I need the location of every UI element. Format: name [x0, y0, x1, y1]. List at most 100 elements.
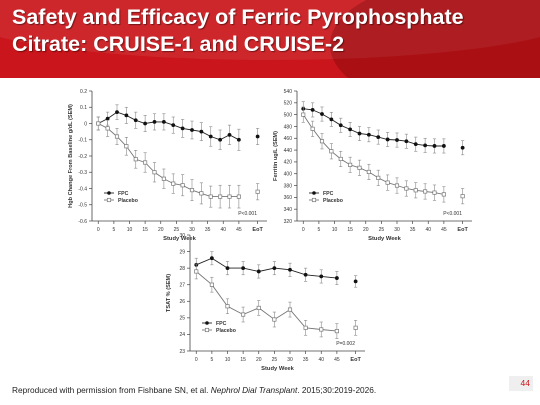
chart2-y-tick-label: 540 — [284, 89, 293, 95]
chart2-y-tick-label: 500 — [284, 112, 293, 118]
slide-title: Safety and Efficacy of Ferric Pyrophosph… — [12, 5, 464, 56]
chart3-y-axis-title: TSAT % (SEM) — [166, 274, 172, 312]
page-number: 44 — [509, 376, 533, 391]
chart3-placebo-point — [319, 327, 324, 332]
chart1-y-tick-label: 0.2 — [80, 89, 87, 95]
chart1-y-tick-label: 0 — [84, 121, 87, 127]
chart1-x-tick-label: 45 — [236, 227, 242, 233]
chart3-placebo-eot-point — [353, 325, 358, 330]
chart3-y-tick-label: 30 — [179, 233, 185, 239]
chart1-placebo-point — [152, 170, 157, 175]
chart1-y-tick-label: -0.5 — [78, 203, 87, 209]
chart1-x-tick-label: 5 — [112, 227, 115, 233]
chart3-x-tick-label: 15 — [240, 357, 246, 363]
chart2-y-tick-label: 440 — [284, 148, 293, 154]
chart2-placebo-point — [348, 162, 353, 167]
chart1-placebo-point — [161, 176, 166, 181]
chart3-fpc-point — [272, 266, 277, 271]
chart1-fpc-point — [171, 123, 176, 128]
chart3-placebo-point — [334, 329, 339, 334]
chart2-x-tick-label: 40 — [425, 227, 431, 233]
chart1-placebo-point — [171, 181, 176, 186]
chart1-x-tick-label: 0 — [97, 227, 100, 233]
chart1-placebo-point — [143, 160, 148, 165]
chart2-x-tick-label: 20 — [363, 227, 369, 233]
chart1-placebo-point — [105, 126, 110, 131]
chart3-placebo-point — [272, 317, 277, 322]
chart2-fpc-point — [338, 123, 343, 128]
chart1-x-axis-title: Study Week — [163, 236, 197, 242]
chart3-x-tick-label: 30 — [287, 357, 293, 363]
chart1-y-tick-label: -0.6 — [78, 219, 87, 225]
chart2-placebo-point — [432, 190, 437, 195]
chart1-x-tick-label: 35 — [205, 227, 211, 233]
chart1-fpc-point — [218, 137, 223, 142]
chart3-x-tick-label: 20 — [256, 357, 262, 363]
chart2-fpc-point — [413, 142, 418, 147]
chart3-y-tick-label: 29 — [179, 249, 185, 255]
chart2-legend-placebo-label: Placebo — [323, 198, 343, 204]
chart1-y-tick-label: -0.2 — [78, 154, 87, 160]
chart1-fpc-point — [105, 116, 110, 121]
chart2-placebo-point — [310, 126, 315, 131]
chart2-y-tick-label: 320 — [284, 219, 293, 225]
chart1-y-tick-label: 0.1 — [80, 105, 87, 111]
chart1-fpc-line — [98, 111, 240, 141]
chart1-x-tick-label: 15 — [142, 227, 148, 233]
chart2-x-tick-label: 5 — [317, 227, 320, 233]
chart2-x-tick-label: EoT — [457, 227, 468, 233]
chart1-x-tick-label: 25 — [174, 227, 180, 233]
chart2-placebo-line — [302, 114, 444, 195]
chart2-placebo-point — [366, 169, 371, 175]
chart2-x-tick-label: 25 — [379, 227, 385, 233]
chart1-placebo-point — [227, 194, 232, 199]
chart1-placebo-point — [236, 194, 241, 199]
chart3-x-tick-label: 0 — [195, 357, 198, 363]
chart2-x-tick-label: 15 — [347, 227, 353, 233]
chart2-placebo-point — [329, 149, 334, 154]
chart1-placebo-point — [133, 157, 138, 162]
chart2-y-tick-label: 480 — [284, 124, 293, 130]
chart1-fpc-point — [190, 128, 194, 132]
citation-prefix: Reproduced with permission from Fishbane… — [12, 385, 211, 395]
chart3-placebo-point — [256, 305, 261, 310]
chart3-y-tick-label: 27 — [179, 283, 185, 289]
chart3-fpc-point — [225, 266, 230, 271]
citation: Reproduced with permission from Fishbane… — [12, 385, 376, 395]
chart1-x-tick-label: 10 — [127, 227, 133, 233]
chart2-y-tick-label: 400 — [284, 172, 293, 178]
chart3-legend-fpc-swatch-marker — [205, 321, 209, 325]
chart1-placebo-eot-point — [255, 189, 260, 194]
chart2-placebo-point — [319, 139, 325, 144]
chart2-placebo-point — [376, 175, 381, 180]
chart3-fpc-point — [303, 272, 308, 277]
chart2-fpc-point — [348, 127, 353, 132]
chart3-p-value: P=0.002 — [336, 341, 355, 347]
chart2-legend-fpc-swatch-marker — [312, 191, 316, 195]
chart3-fpc-point — [319, 274, 324, 279]
chart2-placebo-point — [404, 186, 409, 191]
chart3-y-tick-label: 28 — [179, 266, 185, 272]
chart2-y-tick-label: 460 — [284, 136, 293, 142]
chart3-x-tick-label: 35 — [303, 357, 309, 363]
chart3-y-tick-label: 25 — [179, 316, 185, 322]
chart1-x-tick-label: 40 — [220, 227, 226, 233]
chart2-fpc-point — [441, 144, 446, 148]
chart3-fpc-point — [241, 266, 246, 271]
chart1-fpc-point — [236, 137, 241, 142]
chart2-y-axis-title: Ferritin ug/L (SEM) — [273, 131, 279, 181]
chart3-placebo-point — [209, 282, 214, 287]
chart1-placebo-point — [114, 134, 120, 139]
chart1-legend-placebo-label: Placebo — [118, 198, 138, 204]
citation-suffix: . 2015;30:2019-2026. — [297, 385, 377, 395]
chart2-placebo-point — [385, 180, 390, 185]
chart1-p-value: P<0.001 — [238, 211, 257, 217]
chart1-placebo-point — [189, 188, 195, 193]
chart2-p-value: P<0.001 — [443, 211, 462, 217]
chart1-y-tick-label: -0.1 — [78, 138, 87, 144]
chart3-legend-placebo-label: Placebo — [216, 328, 236, 334]
chart3-placebo-point — [287, 307, 293, 312]
chart3-legend-fpc-label: FPC — [216, 321, 227, 327]
chart2-placebo-point — [338, 156, 343, 162]
chart2-fpc-point — [385, 137, 390, 142]
